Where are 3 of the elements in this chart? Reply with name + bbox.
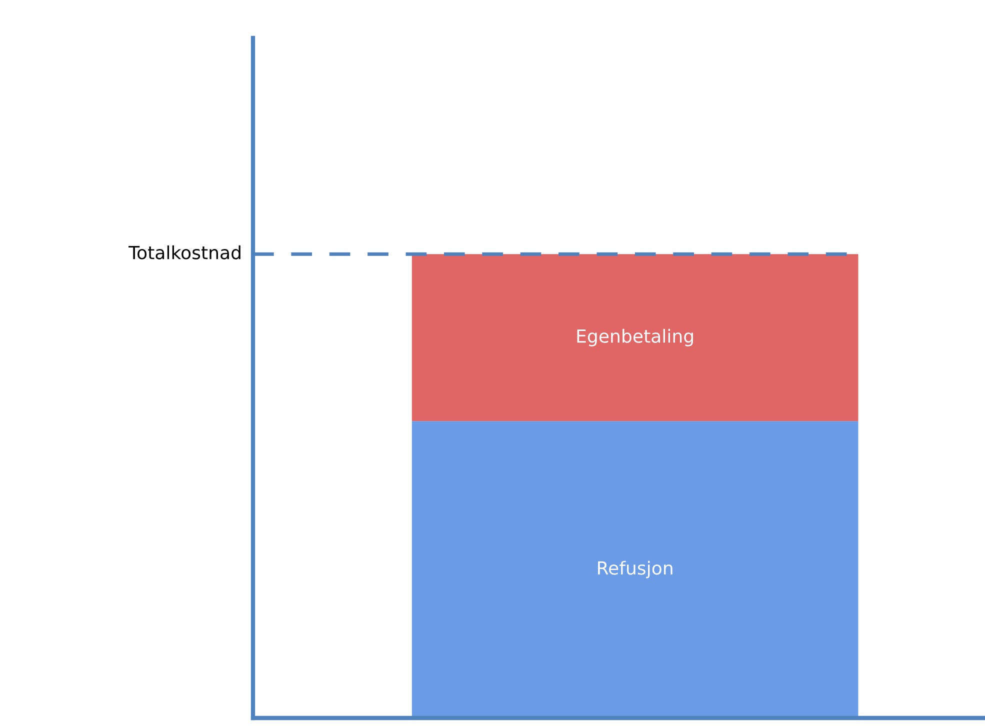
- ref-line-label: Totalkostnad: [128, 245, 240, 260]
- series-label: Refusjon: [598, 560, 672, 578]
- series-label: Egenbetaling: [577, 328, 693, 346]
